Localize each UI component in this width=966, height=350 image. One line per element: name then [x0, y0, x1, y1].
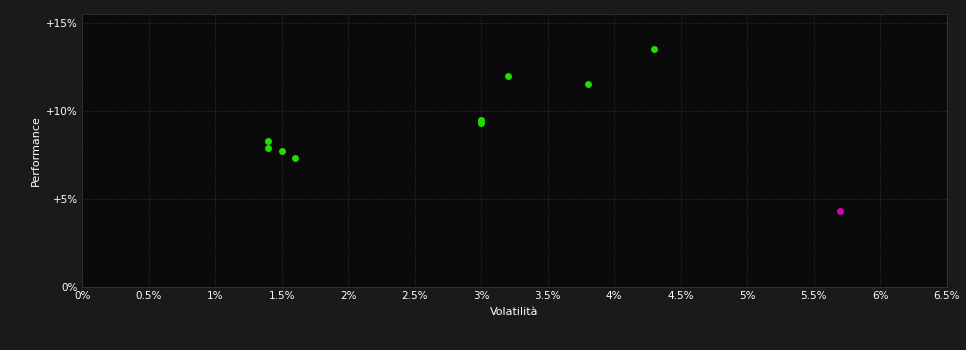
X-axis label: Volatilità: Volatilità	[490, 307, 539, 317]
Y-axis label: Performance: Performance	[31, 115, 41, 186]
